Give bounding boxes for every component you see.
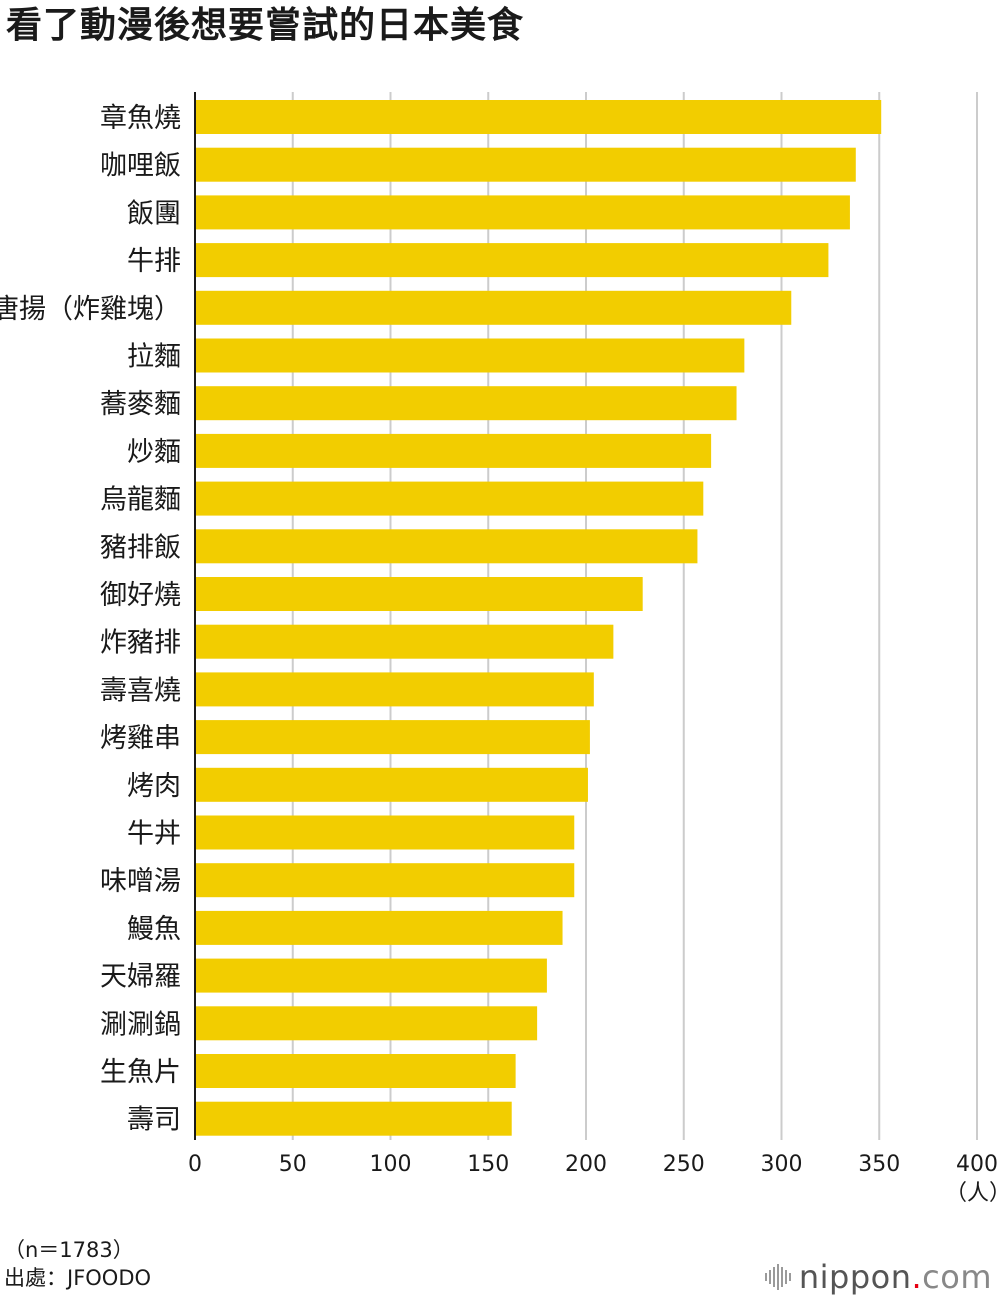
category-label: 拉麵: [127, 342, 181, 373]
bar: [195, 290, 792, 325]
x-tick-labels: 0 50 100 150 200 250 300 350 400: [188, 1152, 998, 1177]
bar: [195, 958, 547, 993]
category-label: 炸豬排: [100, 628, 181, 659]
category-label: 天婦羅: [100, 962, 181, 993]
category-label: 蕎麥麵: [100, 389, 181, 420]
bar: [195, 338, 745, 373]
category-label: 生魚片: [100, 1057, 181, 1088]
bar: [195, 577, 643, 611]
bar: [195, 243, 829, 278]
bar: [195, 815, 575, 850]
nippon-logo[interactable]: nippon.com: [764, 1260, 992, 1294]
logo-text: nippon.com: [799, 1260, 992, 1294]
x-axis-unit-label: （人）: [945, 1181, 1000, 1206]
category-label: 咖哩飯: [100, 151, 181, 182]
category-label: 章魚燒: [100, 103, 181, 134]
bar: [195, 433, 712, 468]
category-label: 炒麵: [127, 437, 181, 468]
bar: [195, 1054, 516, 1088]
category-label: 烤肉: [127, 771, 181, 802]
bars: [195, 100, 882, 1136]
x-tick-label: 300: [761, 1152, 803, 1177]
category-label: 味噌湯: [100, 866, 181, 897]
chart-title: 看了動漫後想要嘗試的日本美食: [6, 5, 525, 46]
source-note: 出處：JFOODO: [4, 1266, 152, 1290]
bar: [195, 672, 594, 707]
bar: [195, 147, 856, 182]
category-label: 涮涮鍋: [100, 1009, 181, 1040]
category-label: 烤雞串: [100, 723, 181, 754]
x-tick-label: 200: [565, 1152, 607, 1177]
logo-tld: com: [922, 1258, 992, 1296]
bar: [195, 720, 590, 755]
x-tick-label: 400: [956, 1152, 998, 1177]
category-label: 飯團: [127, 198, 181, 229]
bar: [195, 863, 575, 898]
x-tick-label: 150: [467, 1152, 509, 1177]
bar: [195, 195, 850, 230]
category-label: 牛排: [127, 246, 181, 277]
category-label: 鰻魚: [127, 914, 181, 945]
bar: [195, 386, 737, 421]
category-label: 壽喜燒: [100, 675, 181, 706]
sample-size-note: （n＝1783）: [4, 1238, 134, 1262]
bar: [195, 1101, 512, 1136]
bar: [195, 1006, 538, 1041]
bar: [195, 910, 563, 945]
logo-mark-icon: [764, 1263, 791, 1291]
x-tick-label: 250: [663, 1152, 705, 1177]
logo-dot: .: [911, 1258, 923, 1296]
x-tick-label: 0: [188, 1152, 202, 1177]
bar: [195, 624, 614, 659]
bar: [195, 767, 588, 802]
category-label: 牛丼: [127, 819, 181, 850]
bar: [195, 529, 698, 564]
bar: [195, 100, 882, 134]
x-tick-label: 350: [858, 1152, 900, 1177]
x-tick-label: 100: [370, 1152, 412, 1177]
category-label: 御好燒: [100, 580, 181, 611]
bar: [195, 481, 704, 516]
category-label: 唐揚（炸雞塊）: [0, 294, 181, 325]
x-tick-label: 50: [279, 1152, 307, 1177]
logo-name: nippon: [798, 1258, 912, 1296]
category-label: 烏龍麵: [100, 485, 181, 516]
category-label: 豬排飯: [100, 532, 181, 563]
category-label: 壽司: [127, 1105, 181, 1136]
